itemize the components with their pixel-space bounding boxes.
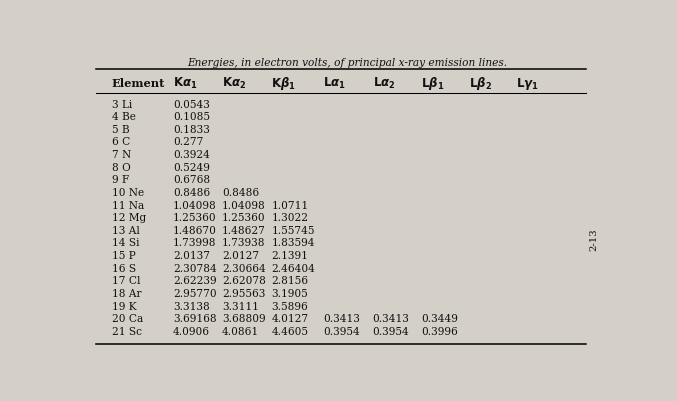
Text: 2.1391: 2.1391 (271, 251, 308, 261)
Text: 21 Sc: 21 Sc (112, 326, 142, 336)
Text: Energies, in electron volts, of principal x-ray emission lines.: Energies, in electron volts, of principa… (187, 58, 507, 68)
Text: 0.8486: 0.8486 (222, 188, 259, 197)
Text: 3.69168: 3.69168 (173, 314, 217, 324)
Text: 3.3138: 3.3138 (173, 301, 209, 311)
Text: 17 Cl: 17 Cl (112, 276, 140, 286)
Text: 1.04098: 1.04098 (173, 200, 217, 210)
Text: 4.0127: 4.0127 (271, 314, 309, 324)
Text: 0.3954: 0.3954 (372, 326, 410, 336)
Text: 2.95770: 2.95770 (173, 288, 217, 298)
Text: 18 Ar: 18 Ar (112, 288, 141, 298)
Text: 11 Na: 11 Na (112, 200, 144, 210)
Text: $\mathbf{L}$$\boldsymbol{\alpha}$$_{\mathbf{1}}$: $\mathbf{L}$$\boldsymbol{\alpha}$$_{\mat… (323, 76, 346, 91)
Text: 1.25360: 1.25360 (222, 213, 265, 223)
Text: 0.6768: 0.6768 (173, 175, 210, 185)
Text: 0.5249: 0.5249 (173, 162, 210, 172)
Text: 0.3996: 0.3996 (421, 326, 458, 336)
Text: 2.30664: 2.30664 (222, 263, 266, 273)
Text: 2.0127: 2.0127 (222, 251, 259, 261)
Text: 2.8156: 2.8156 (271, 276, 309, 286)
Text: 0.1085: 0.1085 (173, 112, 210, 122)
Text: 4 Be: 4 Be (112, 112, 136, 122)
Text: 4.0861: 4.0861 (222, 326, 259, 336)
Text: 1.83594: 1.83594 (271, 238, 315, 248)
Text: 16 S: 16 S (112, 263, 136, 273)
Text: $\mathbf{L}$$\boldsymbol{\gamma}$$_{\mathbf{1}}$: $\mathbf{L}$$\boldsymbol{\gamma}$$_{\mat… (516, 76, 539, 91)
Text: 3.1905: 3.1905 (271, 288, 308, 298)
Text: 8 O: 8 O (112, 162, 131, 172)
Text: $\mathbf{K}$$\boldsymbol{\beta}$$_{\mathbf{1}}$: $\mathbf{K}$$\boldsymbol{\beta}$$_{\math… (271, 75, 297, 92)
Text: 4.0906: 4.0906 (173, 326, 210, 336)
Text: 4.4605: 4.4605 (271, 326, 309, 336)
Text: $\mathbf{L}$$\boldsymbol{\beta}$$_{\mathbf{1}}$: $\mathbf{L}$$\boldsymbol{\beta}$$_{\math… (421, 75, 444, 92)
Text: $\mathbf{L}$$\boldsymbol{\alpha}$$_{\mathbf{2}}$: $\mathbf{L}$$\boldsymbol{\alpha}$$_{\mat… (372, 76, 395, 91)
Text: 1.73998: 1.73998 (173, 238, 216, 248)
Text: 3.3111: 3.3111 (222, 301, 259, 311)
Text: $\mathbf{L}$$\boldsymbol{\beta}$$_{\mathbf{2}}$: $\mathbf{L}$$\boldsymbol{\beta}$$_{\math… (469, 75, 492, 92)
Text: $\mathbf{K}$$\boldsymbol{\alpha}$$_{\mathbf{1}}$: $\mathbf{K}$$\boldsymbol{\alpha}$$_{\mat… (173, 76, 197, 91)
Text: 3.68809: 3.68809 (222, 314, 265, 324)
Text: 1.04098: 1.04098 (222, 200, 266, 210)
Text: 1.55745: 1.55745 (271, 225, 315, 235)
Text: 2.62078: 2.62078 (222, 276, 266, 286)
Text: 6 C: 6 C (112, 137, 130, 147)
Text: 1.48670: 1.48670 (173, 225, 217, 235)
Text: 20 Ca: 20 Ca (112, 314, 143, 324)
Text: 2.30784: 2.30784 (173, 263, 217, 273)
Text: 0.0543: 0.0543 (173, 99, 210, 109)
Text: 2-13: 2-13 (590, 228, 598, 251)
Text: 19 K: 19 K (112, 301, 137, 311)
Text: 0.3413: 0.3413 (323, 314, 359, 324)
Text: 0.1833: 0.1833 (173, 125, 210, 134)
Text: 0.3924: 0.3924 (173, 150, 210, 160)
Text: 0.3954: 0.3954 (323, 326, 359, 336)
Text: 13 Al: 13 Al (112, 225, 139, 235)
Text: 1.0711: 1.0711 (271, 200, 309, 210)
Text: 14 Si: 14 Si (112, 238, 139, 248)
Text: 15 P: 15 P (112, 251, 135, 261)
Text: 7 N: 7 N (112, 150, 131, 160)
Text: 3.5896: 3.5896 (271, 301, 308, 311)
Text: 0.3413: 0.3413 (372, 314, 410, 324)
Text: 1.25360: 1.25360 (173, 213, 217, 223)
Text: 0.3449: 0.3449 (421, 314, 458, 324)
Text: 3 Li: 3 Li (112, 99, 132, 109)
Text: 0.277: 0.277 (173, 137, 203, 147)
Text: Element: Element (112, 78, 165, 89)
Text: 2.95563: 2.95563 (222, 288, 265, 298)
Text: 2.62239: 2.62239 (173, 276, 217, 286)
Text: 9 F: 9 F (112, 175, 129, 185)
Text: 2.0137: 2.0137 (173, 251, 210, 261)
Text: $\mathbf{K}$$\boldsymbol{\alpha}$$_{\mathbf{2}}$: $\mathbf{K}$$\boldsymbol{\alpha}$$_{\mat… (222, 76, 246, 91)
Text: 10 Ne: 10 Ne (112, 188, 144, 197)
Text: 1.48627: 1.48627 (222, 225, 266, 235)
Text: 0.8486: 0.8486 (173, 188, 210, 197)
Text: 1.73938: 1.73938 (222, 238, 265, 248)
Text: 12 Mg: 12 Mg (112, 213, 146, 223)
Text: 5 B: 5 B (112, 125, 129, 134)
Text: 2.46404: 2.46404 (271, 263, 315, 273)
Text: 1.3022: 1.3022 (271, 213, 309, 223)
